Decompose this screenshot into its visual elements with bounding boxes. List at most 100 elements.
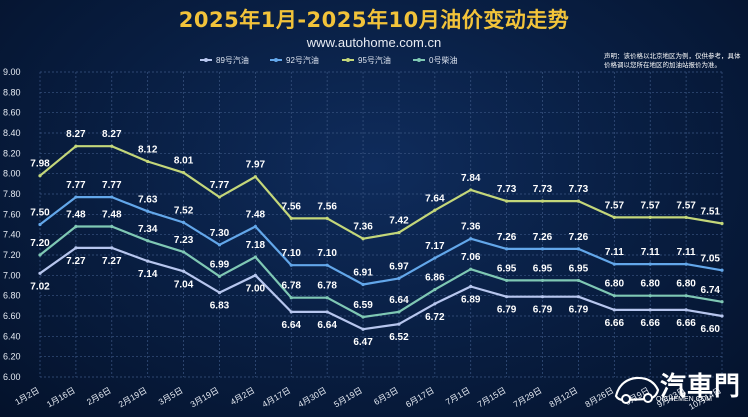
data-point	[181, 220, 186, 225]
y-tick-label: 7.00	[3, 270, 21, 280]
data-label: 6.80	[605, 279, 625, 290]
legend-marker	[204, 58, 208, 62]
data-label: 7.10	[317, 248, 337, 259]
data-label: 6.80	[676, 279, 696, 290]
data-label: 7.73	[533, 184, 553, 195]
y-tick-label: 8.40	[3, 128, 21, 138]
data-label: 6.80	[640, 279, 660, 290]
data-label: 7.06	[461, 252, 481, 263]
data-point	[684, 262, 688, 266]
data-label: 6.95	[569, 263, 589, 274]
data-point	[648, 294, 652, 298]
data-point	[289, 296, 293, 300]
data-point	[505, 278, 509, 283]
data-label: 8.12	[138, 144, 158, 155]
data-point	[720, 300, 724, 304]
data-label: 6.78	[317, 281, 337, 292]
data-label: 7.26	[569, 232, 589, 243]
x-tick-label: 4月17日	[260, 385, 292, 409]
data-point	[505, 247, 509, 251]
data-label: 8.27	[102, 129, 122, 140]
data-label: 7.26	[533, 232, 553, 243]
data-label: 7.10	[282, 248, 302, 259]
data-label: 7.23	[174, 235, 194, 246]
legend-label: 0号柴油	[429, 55, 457, 65]
chart-title: 2025年1月-2025年10月油价变动走势	[178, 8, 570, 32]
data-point	[397, 276, 401, 280]
data-point	[684, 308, 688, 312]
data-point	[433, 256, 437, 260]
data-label: 7.11	[677, 247, 696, 258]
data-label: 7.98	[30, 159, 50, 170]
data-label: 7.73	[497, 184, 517, 195]
data-label: 6.79	[497, 305, 517, 316]
data-label: 7.48	[246, 210, 266, 221]
y-tick-label: 6.80	[3, 291, 21, 301]
legend-label: 92号汽油	[286, 55, 319, 65]
data-point	[74, 195, 78, 199]
y-tick-label: 7.60	[3, 209, 21, 219]
data-point	[469, 284, 473, 289]
data-label: 7.57	[605, 200, 625, 211]
data-point	[74, 246, 78, 250]
data-label: 7.56	[282, 201, 302, 212]
watermark-url: QICHEMEN.COM	[656, 396, 712, 403]
data-point	[540, 199, 545, 203]
data-label: 7.14	[138, 269, 158, 280]
x-tick-label: 6月3日	[372, 385, 400, 407]
data-label: 7.05	[701, 253, 721, 264]
data-label: 7.64	[425, 193, 445, 204]
data-point	[181, 269, 186, 273]
legend-marker	[417, 58, 421, 62]
x-tick-label: 8月12日	[547, 385, 579, 409]
data-label: 7.56	[317, 201, 337, 212]
data-point	[74, 144, 78, 148]
y-tick-label: 7.40	[3, 230, 21, 240]
data-point	[325, 310, 329, 314]
data-point	[146, 259, 150, 263]
legend-marker	[274, 58, 278, 62]
data-point	[612, 294, 616, 298]
data-point	[540, 247, 545, 251]
series-lines	[38, 144, 724, 331]
data-point	[505, 199, 509, 203]
x-tick-label: 2月6日	[85, 385, 113, 407]
y-tick-label: 8.20	[3, 148, 21, 158]
data-label: 7.77	[66, 180, 86, 191]
data-label: 7.00	[246, 283, 266, 294]
data-label: 6.99	[210, 259, 230, 270]
data-point	[38, 222, 42, 227]
data-point	[720, 314, 724, 318]
data-point	[612, 262, 616, 266]
data-label: 7.84	[461, 173, 481, 184]
data-point	[469, 188, 473, 192]
data-label: 7.27	[102, 256, 122, 267]
data-label: 6.60	[701, 324, 721, 335]
car-logo-icon	[614, 376, 660, 404]
data-label: 6.74	[701, 285, 721, 296]
y-axis: 6.00 6.20 6.40 6.60 6.80 7.00 7.20 7.40 7.60 7.80…	[3, 67, 21, 382]
data-label: 7.57	[640, 200, 660, 211]
data-point	[540, 295, 545, 299]
data-point	[397, 310, 401, 314]
chart-source-url: www.autohome.com.cn	[306, 35, 442, 50]
data-point	[648, 262, 652, 266]
disclaimer-note: 声明：该价格以北京地区为例，仅供参考，具体价格调以您所在地区的加油站报价为准。	[604, 53, 741, 69]
data-label: 7.57	[676, 200, 696, 211]
legend-marker	[346, 58, 350, 62]
data-label: 7.20	[30, 238, 50, 249]
data-point	[397, 322, 401, 326]
data-label: 7.51	[701, 206, 721, 217]
y-tick-label: 7.80	[3, 189, 21, 199]
data-point	[217, 243, 222, 247]
series-line	[39, 145, 723, 240]
data-point	[325, 296, 329, 300]
data-point	[110, 224, 114, 229]
data-point	[181, 171, 186, 175]
data-point	[289, 216, 293, 220]
series-line	[39, 225, 723, 319]
data-label: 6.78	[282, 281, 302, 292]
data-point	[253, 273, 257, 277]
data-point	[469, 237, 473, 241]
